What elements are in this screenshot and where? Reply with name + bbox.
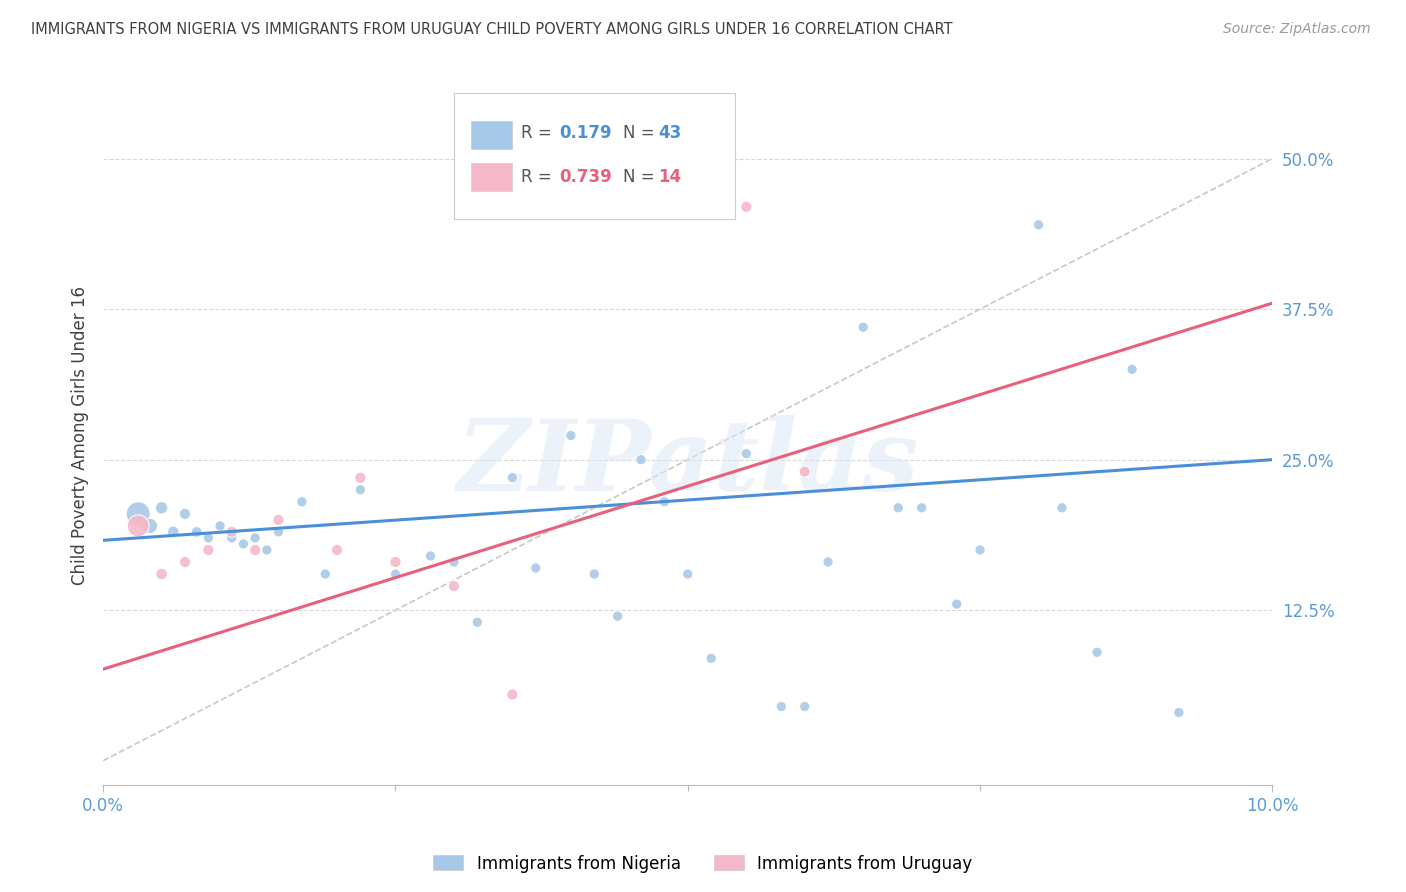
Text: R =: R =	[520, 169, 557, 186]
Point	[209, 519, 232, 533]
Text: 43: 43	[658, 124, 682, 142]
Point	[127, 519, 149, 533]
Point	[583, 567, 606, 582]
Point	[1167, 706, 1189, 720]
Point	[1028, 218, 1050, 232]
Point	[150, 500, 173, 515]
Point	[501, 471, 523, 485]
Point	[186, 524, 208, 539]
Point	[735, 447, 758, 461]
Point	[606, 609, 628, 624]
Point	[326, 543, 349, 558]
Text: R =: R =	[520, 124, 557, 142]
Point	[174, 507, 197, 521]
Point	[256, 543, 278, 558]
Point	[817, 555, 839, 569]
Point	[267, 513, 290, 527]
Point	[560, 428, 582, 442]
Point	[243, 543, 266, 558]
Point	[314, 567, 336, 582]
Point	[221, 524, 243, 539]
Point	[349, 483, 371, 497]
FancyBboxPatch shape	[471, 163, 512, 191]
Legend: Immigrants from Nigeria, Immigrants from Uruguay: Immigrants from Nigeria, Immigrants from…	[427, 848, 979, 880]
Point	[174, 555, 197, 569]
Point	[1121, 362, 1143, 376]
FancyBboxPatch shape	[454, 94, 734, 219]
Point	[221, 531, 243, 545]
Point	[1050, 500, 1073, 515]
Text: N =: N =	[623, 169, 661, 186]
Point	[232, 537, 254, 551]
Point	[1085, 645, 1108, 659]
Text: 0.179: 0.179	[560, 124, 612, 142]
Point	[162, 524, 184, 539]
Point	[676, 567, 699, 582]
Point	[384, 555, 406, 569]
Point	[465, 615, 488, 630]
Point	[384, 567, 406, 582]
Point	[793, 465, 815, 479]
Text: N =: N =	[623, 124, 661, 142]
Point	[524, 561, 547, 575]
Point	[945, 597, 967, 611]
Text: Source: ZipAtlas.com: Source: ZipAtlas.com	[1223, 22, 1371, 37]
Point	[501, 688, 523, 702]
FancyBboxPatch shape	[471, 121, 512, 149]
Y-axis label: Child Poverty Among Girls Under 16: Child Poverty Among Girls Under 16	[72, 286, 89, 585]
Point	[197, 543, 219, 558]
Point	[654, 495, 676, 509]
Point	[127, 507, 149, 521]
Point	[969, 543, 991, 558]
Point	[735, 200, 758, 214]
Point	[243, 531, 266, 545]
Text: ZIPatlas: ZIPatlas	[457, 416, 920, 512]
Point	[630, 452, 652, 467]
Point	[700, 651, 723, 665]
Point	[197, 531, 219, 545]
Text: IMMIGRANTS FROM NIGERIA VS IMMIGRANTS FROM URUGUAY CHILD POVERTY AMONG GIRLS UND: IMMIGRANTS FROM NIGERIA VS IMMIGRANTS FR…	[31, 22, 952, 37]
Point	[910, 500, 932, 515]
Point	[139, 519, 162, 533]
Point	[443, 579, 465, 593]
Point	[852, 320, 875, 334]
Point	[770, 699, 793, 714]
Point	[150, 567, 173, 582]
Text: 0.739: 0.739	[560, 169, 612, 186]
Point	[267, 524, 290, 539]
Point	[887, 500, 910, 515]
Point	[793, 699, 815, 714]
Point	[291, 495, 314, 509]
Text: 14: 14	[658, 169, 682, 186]
Point	[349, 471, 371, 485]
Point	[419, 549, 441, 563]
Point	[443, 555, 465, 569]
